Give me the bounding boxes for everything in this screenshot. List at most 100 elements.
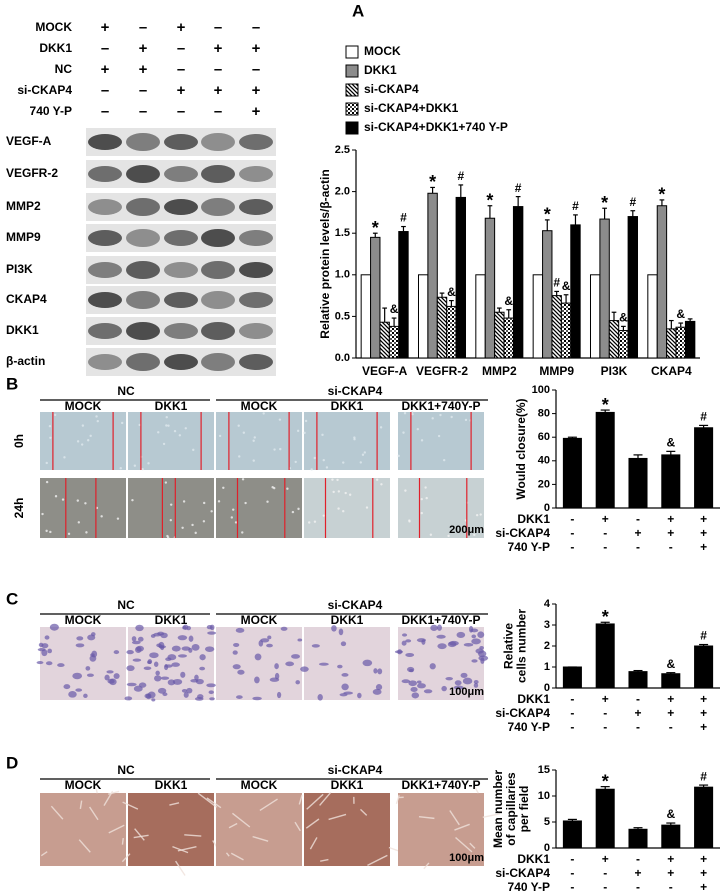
cell-speck [361,453,365,456]
blot-band [88,134,122,150]
condition-label: 740 Y-P [508,540,550,554]
cell-stain [252,696,262,701]
error-bar [600,786,610,790]
cell-stain [311,644,320,648]
condition-sign: - [570,692,574,706]
cell-stain [416,680,422,684]
bar [694,427,714,509]
cell-stain [191,644,200,651]
capillary [319,791,332,806]
significance-marker: & [562,279,571,293]
x-tick-label: MMP9 [539,364,574,378]
condition-sign: + [602,512,609,526]
condition-sign: – [252,19,260,36]
cell-speck [178,434,182,437]
capillary [232,812,251,828]
column-label: DKK1 [331,778,364,792]
bar [551,295,562,359]
cell-speck [344,491,347,495]
significance-marker: & [666,807,675,821]
blot-band [239,230,273,246]
x-tick-label: PI3K [601,364,628,378]
condition-sign: + [177,82,186,99]
bar [599,218,610,359]
blot-band [126,133,160,151]
cell-stain [437,643,447,650]
bar [570,224,581,359]
capillary [89,806,99,821]
cell-stain [83,693,88,699]
error-bar [600,409,610,413]
cell-stain [194,674,199,681]
error-bar [666,822,676,826]
y-tick-label: 0 [544,682,550,694]
cell-speck [141,467,144,471]
bar [675,326,686,359]
cell-speck [86,439,90,442]
micrograph [304,478,390,538]
capillary [359,808,368,816]
error-bar [382,307,388,323]
cell-stain [188,635,194,642]
cell-speck [266,500,269,503]
significance-marker: * [601,193,608,213]
significance-marker: # [629,195,636,209]
condition-sign: + [139,61,148,78]
blot-band [201,353,235,371]
cell-stain [375,684,383,691]
capillary [454,823,470,831]
cell-stain [254,653,262,661]
condition-sign: - [636,692,640,706]
cell-speck [424,486,427,489]
cell-speck [313,456,316,460]
cell-speck [304,419,308,423]
y-tick-label: 80 [538,408,550,420]
capillary [50,805,64,820]
cell-stain [480,657,485,664]
error-bar [630,210,636,217]
condition-label: si-CKAP4 [495,526,550,540]
significance-marker: & [666,436,675,450]
cell-stain [85,666,91,671]
y-axis-label: Relative protein levels/β-actin [318,169,332,338]
cell-stain [411,692,420,699]
cell-speck [425,496,428,500]
cell-speck [138,423,141,427]
cell-stain [401,679,411,684]
cell-stain [468,625,474,633]
error-bar [659,199,665,206]
cell-stain [331,625,337,632]
significance-marker: * [372,218,379,238]
cell-stain [126,682,137,687]
cell-stain [237,669,245,675]
significance-marker: # [700,410,707,424]
blot-band [164,354,198,370]
error-bar [544,219,550,231]
cell-speck [54,495,58,498]
micrograph [128,412,214,470]
column-label: DKK1+740Y-P [401,778,480,792]
cell-stain [87,634,96,641]
cell-speck [279,447,282,451]
error-bar [602,207,607,220]
micrograph [398,412,484,470]
micrograph [216,793,302,866]
cell-stain [89,655,97,662]
capillary [175,860,186,876]
cell-speck [420,439,424,442]
condition-sign: - [636,512,640,526]
blot-band [126,261,160,279]
blot-band [88,292,122,308]
cell-speck [96,419,99,423]
cell-speck [76,499,80,502]
capillary [482,813,501,818]
capillary [449,810,460,826]
significance-marker: & [666,657,675,671]
cell-speck [242,431,246,434]
cell-speck [162,442,166,446]
capillary [121,853,131,863]
cell-stain [209,624,215,631]
cell-speck [416,427,420,431]
bar [595,411,615,509]
blot-band [164,134,198,150]
